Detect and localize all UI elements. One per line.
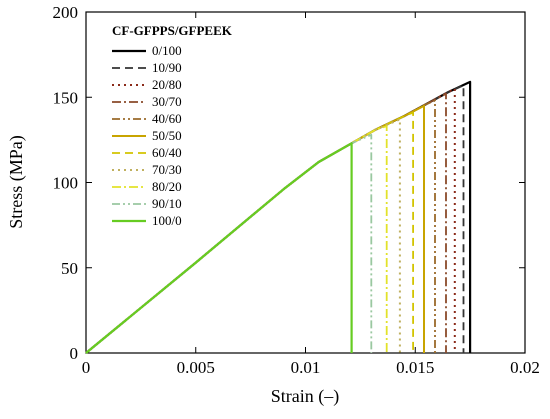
y-axis-label: Stress (MPa) bbox=[6, 135, 27, 229]
legend-title: CF-GFPPS/GFPEEK bbox=[112, 23, 233, 38]
legend-items: 0/100 10/90 20/80 30/70 40/60 50/50 60/40 70/30… bbox=[112, 43, 182, 228]
legend-label: 60/40 bbox=[152, 145, 182, 160]
series-line-90-10 bbox=[85, 133, 373, 354]
series-line-30-70 bbox=[85, 92, 447, 354]
legend-label: 0/100 bbox=[152, 43, 182, 58]
x-tick-label: 0 bbox=[82, 358, 91, 377]
legend-label: 20/80 bbox=[152, 77, 182, 92]
legend-label: 100/0 bbox=[152, 213, 182, 228]
series-line-10-90 bbox=[85, 84, 465, 354]
x-tick-label: 0.02 bbox=[510, 358, 540, 377]
y-tick-label: 150 bbox=[53, 88, 79, 107]
x-tick-label: 0.005 bbox=[177, 358, 215, 377]
legend-label: 70/30 bbox=[152, 162, 182, 177]
y-tick-label: 50 bbox=[61, 259, 78, 278]
series-line-100-0 bbox=[85, 142, 353, 354]
y-tick-label: 200 bbox=[53, 3, 79, 22]
legend-label: 10/90 bbox=[152, 60, 182, 75]
series-line-70-30 bbox=[85, 118, 401, 354]
series-line-40-60 bbox=[85, 99, 436, 354]
legend: CF-GFPPS/GFPEEK 0/100 10/90 20/80 30/70 40/6… bbox=[112, 23, 233, 228]
legend-label: 30/70 bbox=[152, 94, 182, 109]
x-tick-label: 0.01 bbox=[291, 358, 321, 377]
x-axis-label: Strain (–) bbox=[271, 386, 339, 407]
ticks-layer: 0 0.005 0.01 0.015 0.02 0 50 100 150 200 bbox=[53, 3, 540, 377]
series-line-60-40 bbox=[85, 111, 414, 354]
series-line-50-50 bbox=[85, 104, 425, 354]
y-tick-label: 100 bbox=[53, 174, 79, 193]
legend-label: 40/60 bbox=[152, 111, 182, 126]
series-layer bbox=[85, 80, 472, 354]
y-tick-label: 0 bbox=[70, 344, 79, 363]
series-line-80-20 bbox=[85, 125, 388, 354]
legend-label: 80/20 bbox=[152, 179, 182, 194]
legend-label: 90/10 bbox=[152, 196, 182, 211]
legend-label: 50/50 bbox=[152, 128, 182, 143]
x-tick-label: 0.015 bbox=[396, 358, 434, 377]
